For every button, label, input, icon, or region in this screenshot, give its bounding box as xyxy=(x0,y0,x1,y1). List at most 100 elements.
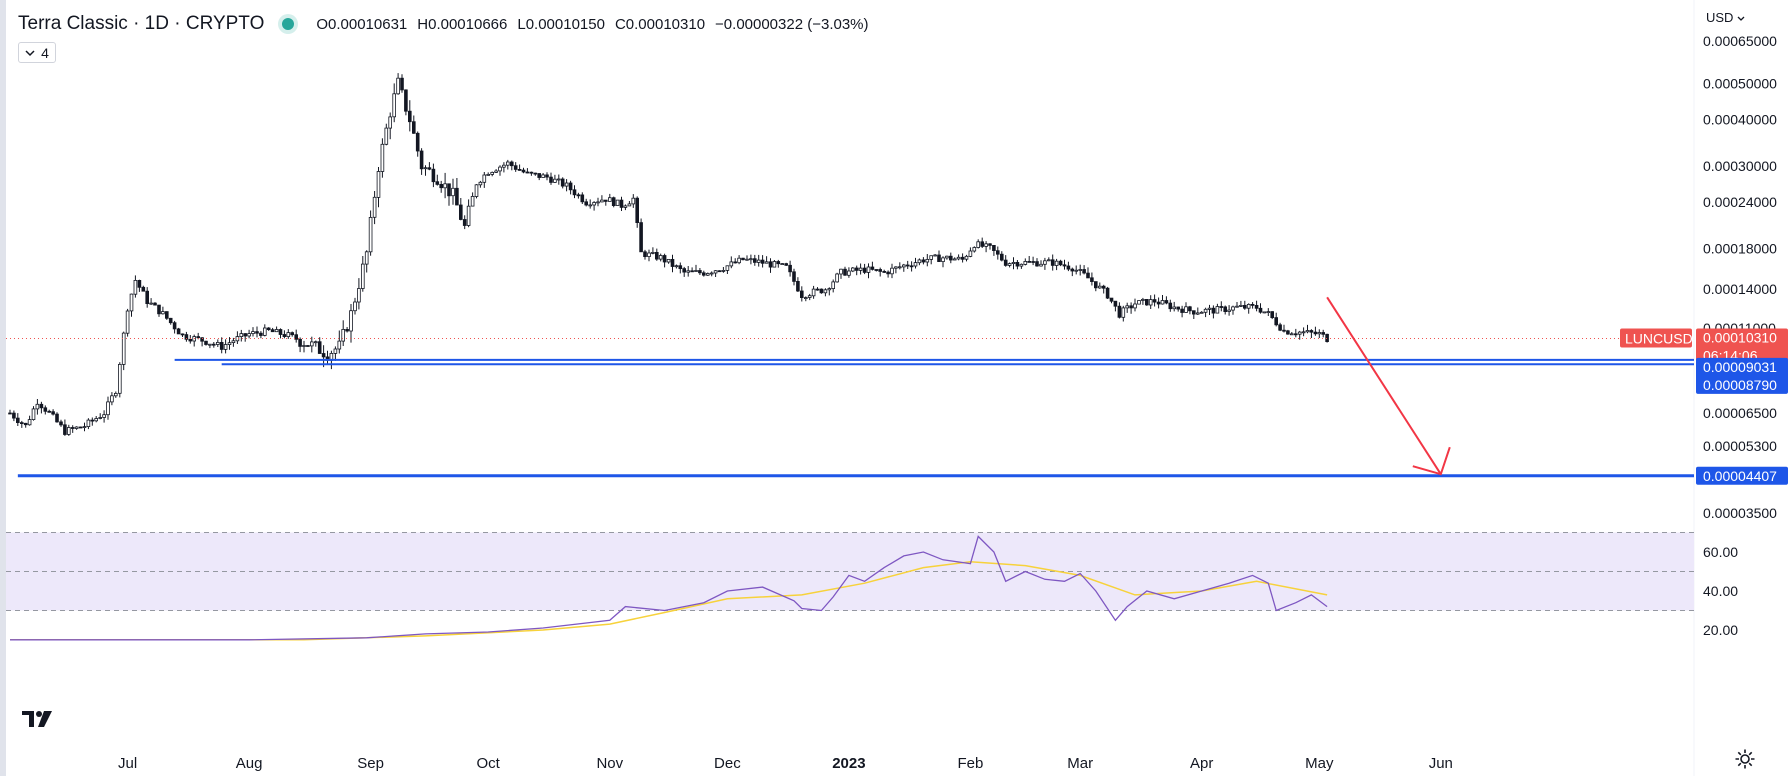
candle[interactable] xyxy=(400,74,404,93)
candle[interactable] xyxy=(1164,296,1169,305)
candle[interactable] xyxy=(376,167,381,208)
candle[interactable] xyxy=(306,345,310,347)
candle[interactable] xyxy=(133,275,138,298)
candle[interactable] xyxy=(509,160,514,171)
candle[interactable] xyxy=(439,180,443,193)
candle[interactable] xyxy=(878,267,882,277)
candle[interactable] xyxy=(1019,263,1024,269)
candle[interactable] xyxy=(411,115,416,134)
candle[interactable] xyxy=(1176,306,1181,312)
candle[interactable] xyxy=(243,333,248,342)
candle[interactable] xyxy=(317,337,322,354)
candle[interactable] xyxy=(1290,332,1294,336)
candle[interactable] xyxy=(741,257,745,261)
candle[interactable] xyxy=(262,324,267,337)
candle[interactable] xyxy=(788,260,792,277)
candle[interactable] xyxy=(851,267,855,273)
candle[interactable] xyxy=(470,192,475,207)
candle[interactable] xyxy=(1090,272,1094,286)
candle[interactable] xyxy=(588,199,592,209)
candle[interactable] xyxy=(972,246,977,253)
candle[interactable] xyxy=(815,287,820,291)
candle[interactable] xyxy=(996,246,1000,260)
candle[interactable] xyxy=(74,426,79,430)
candle[interactable] xyxy=(1086,267,1090,279)
candle[interactable] xyxy=(1246,303,1251,314)
candle[interactable] xyxy=(427,162,432,171)
candle[interactable] xyxy=(502,162,506,173)
candle[interactable] xyxy=(521,167,526,174)
candle[interactable] xyxy=(141,285,146,292)
candle[interactable] xyxy=(721,267,726,273)
candle[interactable] xyxy=(1078,264,1083,276)
candle[interactable] xyxy=(572,185,577,199)
candle[interactable] xyxy=(353,297,357,315)
candle[interactable] xyxy=(949,252,953,264)
candle[interactable] xyxy=(988,243,992,250)
candle[interactable] xyxy=(564,179,569,192)
currency-menu[interactable]: USD xyxy=(1706,10,1745,25)
candle[interactable] xyxy=(627,201,632,207)
candle[interactable] xyxy=(239,329,244,342)
candle[interactable] xyxy=(368,210,373,256)
candle[interactable] xyxy=(854,265,859,276)
candle[interactable] xyxy=(482,172,487,188)
candle[interactable] xyxy=(670,254,675,273)
candle[interactable] xyxy=(862,263,867,275)
candle[interactable] xyxy=(125,308,130,337)
candle[interactable] xyxy=(67,424,71,436)
candle[interactable] xyxy=(443,172,447,199)
candle[interactable] xyxy=(905,260,910,269)
candle[interactable] xyxy=(1160,295,1165,305)
candle[interactable] xyxy=(1282,324,1286,333)
candle[interactable] xyxy=(337,330,342,354)
candle[interactable] xyxy=(290,331,294,337)
candle[interactable] xyxy=(1156,297,1161,309)
candle[interactable] xyxy=(349,304,353,343)
candle[interactable] xyxy=(149,298,153,305)
candle[interactable] xyxy=(870,261,875,271)
symbol-title[interactable]: Terra Classic · 1D · CRYPTO xyxy=(18,13,265,34)
candle[interactable] xyxy=(1180,305,1184,318)
candle[interactable] xyxy=(941,256,945,268)
candle[interactable] xyxy=(106,396,110,420)
candle[interactable] xyxy=(180,333,185,337)
candle[interactable] xyxy=(874,269,879,272)
candle[interactable] xyxy=(1305,324,1310,334)
candle[interactable] xyxy=(1105,286,1110,299)
candle[interactable] xyxy=(211,342,216,348)
candle[interactable] xyxy=(1188,305,1192,315)
candle[interactable] xyxy=(729,256,734,269)
candle[interactable] xyxy=(964,254,969,262)
candle[interactable] xyxy=(604,199,608,206)
candle[interactable] xyxy=(1137,300,1141,305)
candle[interactable] xyxy=(1297,330,1302,340)
candle[interactable] xyxy=(843,266,847,276)
candle[interactable] xyxy=(164,311,169,320)
candle[interactable] xyxy=(325,350,330,364)
candle[interactable] xyxy=(251,327,255,337)
candle[interactable] xyxy=(1062,259,1067,270)
candle[interactable] xyxy=(118,362,122,398)
candle[interactable] xyxy=(513,162,518,172)
candle[interactable] xyxy=(1196,307,1200,316)
candle[interactable] xyxy=(227,337,232,350)
candle[interactable] xyxy=(51,409,55,416)
candle[interactable] xyxy=(835,272,839,283)
candle[interactable] xyxy=(1039,260,1043,267)
candle[interactable] xyxy=(1152,294,1157,307)
candle[interactable] xyxy=(537,173,541,181)
candle[interactable] xyxy=(380,138,385,178)
candle[interactable] xyxy=(780,263,784,266)
candle[interactable] xyxy=(753,254,757,266)
candle[interactable] xyxy=(921,257,926,265)
candle[interactable] xyxy=(1262,311,1267,314)
candle[interactable] xyxy=(1223,305,1228,315)
candle[interactable] xyxy=(215,339,220,347)
candle[interactable] xyxy=(447,183,451,206)
candle[interactable] xyxy=(494,169,498,173)
candle[interactable] xyxy=(102,410,106,423)
candle[interactable] xyxy=(882,269,886,273)
candle[interactable] xyxy=(404,89,408,116)
candle[interactable] xyxy=(1011,257,1016,270)
